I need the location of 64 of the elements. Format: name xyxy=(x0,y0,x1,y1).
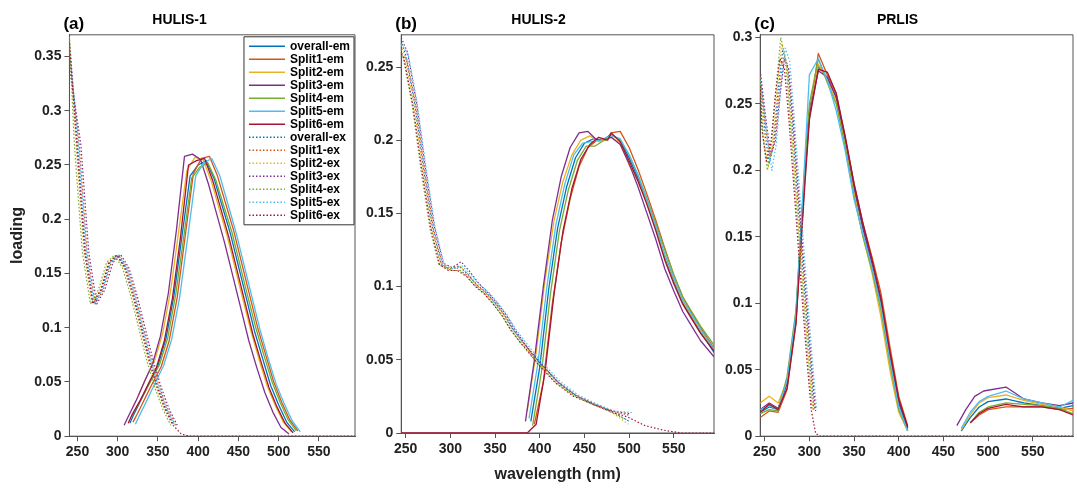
y-tick-label: 0.15 xyxy=(34,264,62,281)
legend-label: Split5-em xyxy=(289,103,344,118)
y-tick-label: 0.3 xyxy=(732,28,753,45)
legend-label: Split3-ex xyxy=(289,168,341,183)
y-tick-label: 0.3 xyxy=(41,101,62,118)
y-tick-label: 0 xyxy=(385,423,394,440)
x-tick-label: 250 xyxy=(753,443,777,460)
x-tick-label: 300 xyxy=(438,440,463,457)
x-tick-label: 350 xyxy=(842,443,866,460)
y-axis-title: loading xyxy=(8,207,26,264)
legend-label: Split4-ex xyxy=(289,181,341,196)
x-tick-label: 450 xyxy=(931,443,956,460)
y-tick-label: 0.15 xyxy=(725,227,753,244)
text: (c) xyxy=(754,13,776,33)
legend-label: overall-ex xyxy=(289,129,347,144)
x-tick-label: 550 xyxy=(662,440,686,457)
x-tick-label: 300 xyxy=(797,443,822,460)
x-tick-label: 250 xyxy=(65,443,90,460)
x-tick-label: 400 xyxy=(887,443,911,460)
x-tick-label: 350 xyxy=(483,440,507,457)
y-tick-label: 0.2 xyxy=(732,161,753,178)
legend-label: Split5-ex xyxy=(289,194,341,209)
y-tick-label: 0.1 xyxy=(373,277,394,294)
y-tick-label: 0.1 xyxy=(732,294,753,311)
legend-label: Split2-em xyxy=(289,64,344,79)
legend-label: Split6-ex xyxy=(289,207,341,222)
y-tick-label: 0.35 xyxy=(34,47,62,64)
x-tick-label: 500 xyxy=(976,443,1000,460)
y-tick-label: 0.15 xyxy=(366,204,394,221)
y-tick-label: 0.05 xyxy=(34,372,62,389)
text: (b) xyxy=(395,13,417,33)
x-axis-title: wavelength (nm) xyxy=(493,464,621,482)
x-tick-label: 500 xyxy=(266,443,291,460)
x-tick-label: 450 xyxy=(226,443,251,460)
legend-label: Split1-em xyxy=(289,51,344,66)
x-tick-label: 550 xyxy=(1021,443,1045,460)
legend-label: Split4-em xyxy=(289,90,344,105)
chart-title: HULIS-1 xyxy=(152,11,207,28)
y-tick-label: 0.2 xyxy=(373,131,394,148)
y-tick-label: 0.05 xyxy=(366,350,394,367)
x-tick-label: 450 xyxy=(572,440,597,457)
x-tick-label: 550 xyxy=(307,443,331,460)
legend-label: Split2-ex xyxy=(289,155,341,170)
y-tick-label: 0 xyxy=(53,427,62,444)
y-tick-label: 0.25 xyxy=(34,155,62,172)
x-tick-label: 400 xyxy=(528,440,552,457)
text: (a) xyxy=(63,13,85,33)
x-tick-label: 250 xyxy=(394,440,418,457)
legend-label: Split3-em xyxy=(289,77,344,92)
x-tick-label: 400 xyxy=(186,443,211,460)
y-tick-label: 0.05 xyxy=(725,360,753,377)
x-tick-label: 300 xyxy=(106,443,130,460)
chart-title: PRLIS xyxy=(876,11,919,28)
legend-label: Split1-ex xyxy=(289,142,341,157)
y-tick-label: 0 xyxy=(744,427,753,444)
chart-title: HULIS-2 xyxy=(511,11,566,28)
y-tick-label: 0.25 xyxy=(725,94,753,111)
x-tick-label: 350 xyxy=(146,443,170,460)
y-tick-label: 0.25 xyxy=(366,57,394,74)
y-tick-label: 0.1 xyxy=(41,318,62,335)
y-tick-label: 0.2 xyxy=(41,210,62,227)
legend-label: overall-em xyxy=(289,38,350,53)
x-tick-label: 500 xyxy=(617,440,641,457)
legend-label: Split6-em xyxy=(289,116,344,131)
